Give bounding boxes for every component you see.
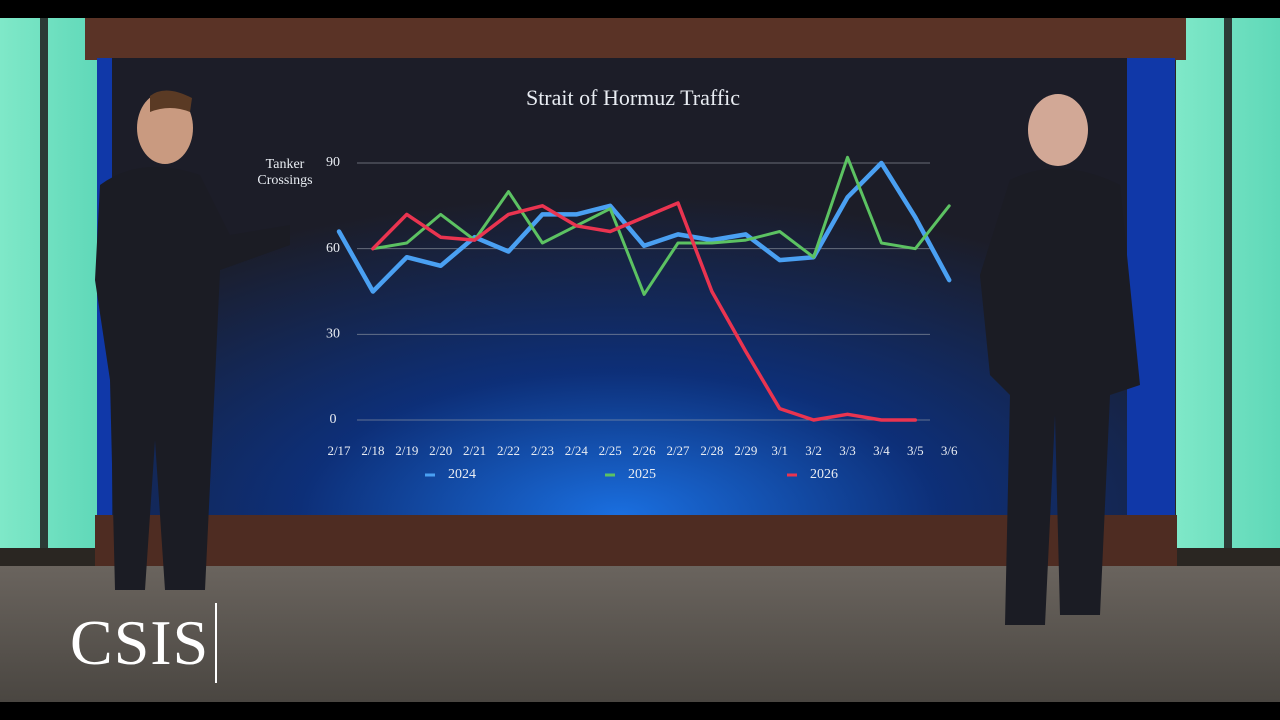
x-tick-label: 3/3 bbox=[839, 443, 856, 458]
legend-label: 2026 bbox=[810, 467, 838, 482]
x-tick-label: 2/19 bbox=[395, 443, 418, 458]
y-tick-label: 90 bbox=[326, 155, 340, 170]
x-tick-label: 2/22 bbox=[497, 443, 520, 458]
x-tick-label: 3/5 bbox=[907, 443, 924, 458]
x-tick-label: 2/28 bbox=[700, 443, 723, 458]
x-tick-label: 2/27 bbox=[666, 443, 690, 458]
wall-seam bbox=[1224, 18, 1232, 548]
x-tick-label: 3/1 bbox=[771, 443, 788, 458]
y-tick-label: 60 bbox=[326, 241, 340, 256]
presenter-right bbox=[980, 94, 1140, 626]
x-tick-label: 2/26 bbox=[633, 443, 657, 458]
x-tick-label: 2/23 bbox=[531, 443, 554, 458]
screen bbox=[112, 58, 1127, 516]
x-tick-label: 3/6 bbox=[941, 443, 958, 458]
x-tick-label: 2/21 bbox=[463, 443, 486, 458]
y-tick-label: 30 bbox=[326, 327, 340, 342]
x-tick-label: 2/17 bbox=[327, 443, 351, 458]
wall-seam bbox=[40, 18, 48, 548]
presenter-left bbox=[95, 90, 290, 590]
plot: 0 30 60 90 2/17 2/18 2/19 2/20 2/21 2/22 2/23 2/24 2… bbox=[326, 155, 958, 482]
letterbox bbox=[0, 0, 1280, 18]
logo: CSIS bbox=[70, 603, 218, 683]
x-tick-label: 3/4 bbox=[873, 443, 890, 458]
y-tick-label: 0 bbox=[330, 412, 337, 427]
x-tick-label: 2/18 bbox=[361, 443, 384, 458]
x-tick-label: 2/20 bbox=[429, 443, 452, 458]
x-tick-label: 3/2 bbox=[805, 443, 822, 458]
y-axis-label: Tanker Crossings bbox=[257, 157, 313, 188]
x-tick-label: 2/29 bbox=[734, 443, 757, 458]
series-line bbox=[371, 155, 951, 296]
chart-title: Strait of Hormuz Traffic bbox=[526, 85, 740, 110]
legend-label: 2025 bbox=[628, 467, 656, 482]
x-tick-label: 2/25 bbox=[599, 443, 622, 458]
series-line bbox=[371, 201, 918, 422]
wood-base bbox=[95, 515, 1177, 571]
letterbox bbox=[0, 702, 1280, 720]
legend-label: 2024 bbox=[448, 467, 476, 482]
wall-panel bbox=[0, 18, 100, 548]
series-line bbox=[336, 160, 952, 294]
wood-header bbox=[85, 18, 1186, 60]
x-tick-label: 2/24 bbox=[565, 443, 589, 458]
